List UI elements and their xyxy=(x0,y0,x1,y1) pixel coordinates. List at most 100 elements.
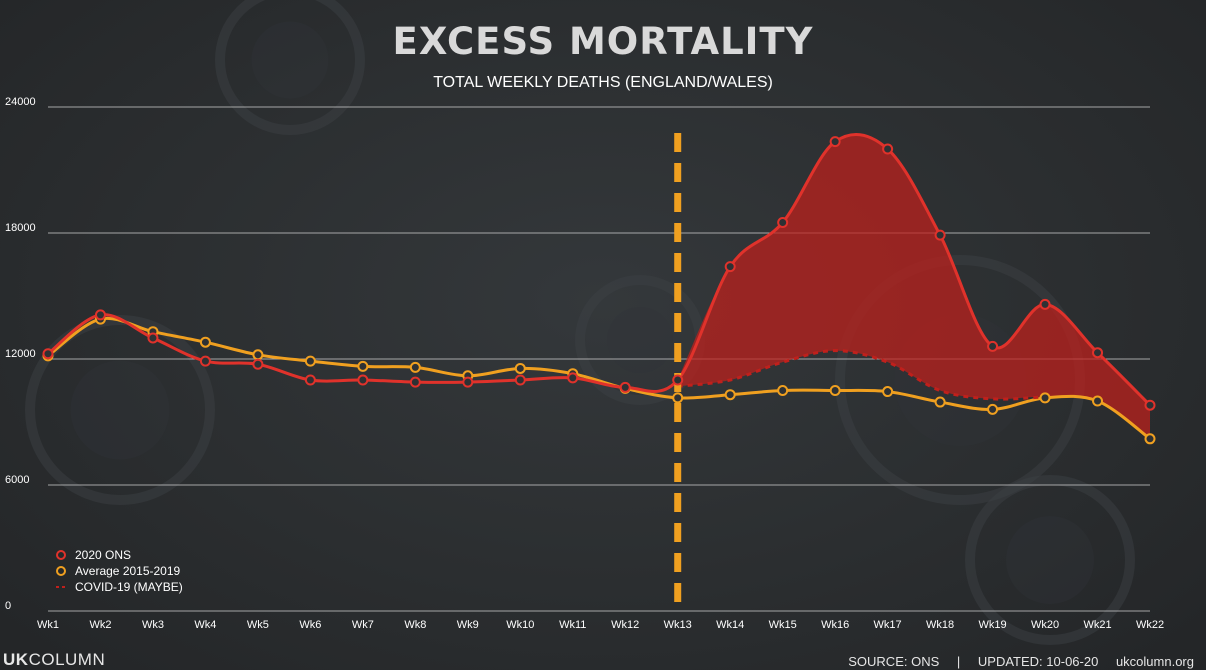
footer-site[interactable]: ukcolumn.org xyxy=(1115,654,1194,669)
brand-uk: UK xyxy=(3,650,29,669)
data-point-2020-ons xyxy=(724,261,736,273)
data-point-average xyxy=(1144,433,1156,445)
excess-area xyxy=(677,134,1150,439)
data-point-average xyxy=(987,403,999,415)
x-tick-label: Wk13 xyxy=(664,619,692,631)
footer-separator: | xyxy=(956,654,961,669)
x-tick-label: Wk14 xyxy=(716,619,744,631)
chart-title: EXCESS MORTALITY xyxy=(392,20,814,63)
virus-core xyxy=(70,360,170,460)
x-tick-label: Wk15 xyxy=(769,619,797,631)
x-tick-label: Wk12 xyxy=(611,619,639,631)
x-tick-label: Wk1 xyxy=(37,619,59,631)
x-tick-label: Wk5 xyxy=(247,619,269,631)
data-point-2020-ons xyxy=(304,374,316,386)
brand-column: COLUMN xyxy=(28,650,106,669)
data-point-2020-ons xyxy=(777,217,789,228)
data-point-2020-ons xyxy=(42,348,54,360)
x-tick-label: Wk6 xyxy=(299,619,321,631)
virus-core xyxy=(607,307,673,373)
chart-subtitle: TOTAL WEEKLY DEATHS (ENGLAND/WALES) xyxy=(433,74,773,91)
data-point-average xyxy=(199,336,211,348)
y-tick-label: 0 xyxy=(5,600,11,612)
x-tick-label: Wk20 xyxy=(1031,619,1059,631)
data-point-2020-ons xyxy=(462,376,474,388)
x-tick-label: Wk7 xyxy=(352,619,374,631)
x-tick-label: Wk3 xyxy=(142,619,164,631)
x-tick-label: Wk11 xyxy=(559,619,586,631)
data-point-2020-ons xyxy=(409,376,421,388)
legend: 2020 ONS Average 2015-2019 COVID-19 (MAY… xyxy=(55,547,183,595)
data-point-average xyxy=(514,362,526,374)
data-point-2020-ons xyxy=(672,374,684,386)
data-point-2020-ons xyxy=(514,374,526,386)
data-point-2020-ons xyxy=(987,340,999,352)
x-tick-label: Wk19 xyxy=(979,619,1007,631)
x-tick-label: Wk4 xyxy=(194,619,216,631)
data-point-2020-ons xyxy=(882,143,894,155)
data-point-average xyxy=(357,360,369,372)
virus-shape xyxy=(965,475,1135,645)
data-point-average xyxy=(724,389,736,401)
data-point-average xyxy=(672,392,684,404)
data-point-average xyxy=(409,361,421,373)
brand-logo: UKCOLUMN xyxy=(3,650,105,670)
data-point-average xyxy=(934,396,946,408)
data-point-average xyxy=(829,385,841,396)
data-point-average xyxy=(304,355,316,367)
y-axis-ticks: 0 6000 12000 18000 24000 xyxy=(5,96,36,612)
y-tick-label: 18000 xyxy=(5,222,36,234)
data-point-2020-ons xyxy=(1092,347,1104,359)
legend-item-average: Average 2015-2019 xyxy=(55,563,183,579)
x-tick-label: Wk10 xyxy=(506,619,534,631)
legend-item-2020-ons: 2020 ONS xyxy=(55,547,183,563)
legend-marker-covid xyxy=(56,586,66,588)
data-point-2020-ons xyxy=(199,355,211,367)
legend-label-covid: COVID-19 (MAYBE) xyxy=(75,580,183,594)
excess-area-fill xyxy=(677,134,1150,439)
data-point-2020-ons xyxy=(94,309,106,321)
footer-info: SOURCE: ONS | UPDATED: 10-06-20 ukcolumn… xyxy=(834,654,1194,669)
x-tick-label: Wk22 xyxy=(1136,619,1164,631)
data-point-2020-ons xyxy=(934,229,946,241)
footer-source: SOURCE: ONS xyxy=(848,654,940,669)
data-point-2020-ons xyxy=(567,372,579,384)
x-axis-ticks: Wk1 Wk2 Wk3 Wk4 Wk5 Wk6 Wk7 Wk8 Wk9 Wk10 Wk11 Wk12 W… xyxy=(37,619,1164,631)
y-tick-label: 24000 xyxy=(5,96,36,108)
series-line-2020-ons xyxy=(47,132,1152,407)
legend-marker-average xyxy=(56,566,66,576)
y-tick-label: 12000 xyxy=(5,348,36,360)
legend-item-covid: COVID-19 (MAYBE) xyxy=(55,579,183,595)
x-tick-label: Wk8 xyxy=(404,619,426,631)
data-point-2020-ons xyxy=(1039,298,1051,310)
virus-shape xyxy=(215,0,365,135)
series-line-average xyxy=(47,316,1151,441)
legend-marker-2020-ons xyxy=(56,550,66,560)
x-tick-label: Wk16 xyxy=(821,619,849,631)
series-lines xyxy=(47,132,1152,441)
x-tick-label: Wk2 xyxy=(89,619,111,631)
data-point-2020-ons xyxy=(357,374,369,386)
data-point-2020-ons xyxy=(252,358,264,370)
x-tick-label: Wk18 xyxy=(926,619,954,631)
legend-label-2020-ons: 2020 ONS xyxy=(75,548,132,562)
x-tick-label: Wk17 xyxy=(874,619,902,631)
data-point-average xyxy=(1039,392,1051,404)
x-tick-label: Wk9 xyxy=(457,619,479,631)
data-point-2020-ons xyxy=(829,136,841,148)
series-points xyxy=(42,136,1156,445)
virus-core xyxy=(251,21,329,99)
data-point-2020-ons xyxy=(1144,399,1156,411)
data-point-average xyxy=(777,385,789,396)
data-point-2020-ons xyxy=(147,332,159,344)
legend-label-average: Average 2015-2019 xyxy=(75,564,181,578)
data-point-average xyxy=(252,349,264,361)
x-tick-label: Wk21 xyxy=(1083,619,1111,631)
footer-updated: UPDATED: 10-06-20 xyxy=(977,654,1099,669)
y-tick-label: 6000 xyxy=(5,474,29,486)
data-point-average xyxy=(882,386,894,398)
virus-core xyxy=(1006,516,1094,604)
data-point-average xyxy=(1092,395,1104,407)
